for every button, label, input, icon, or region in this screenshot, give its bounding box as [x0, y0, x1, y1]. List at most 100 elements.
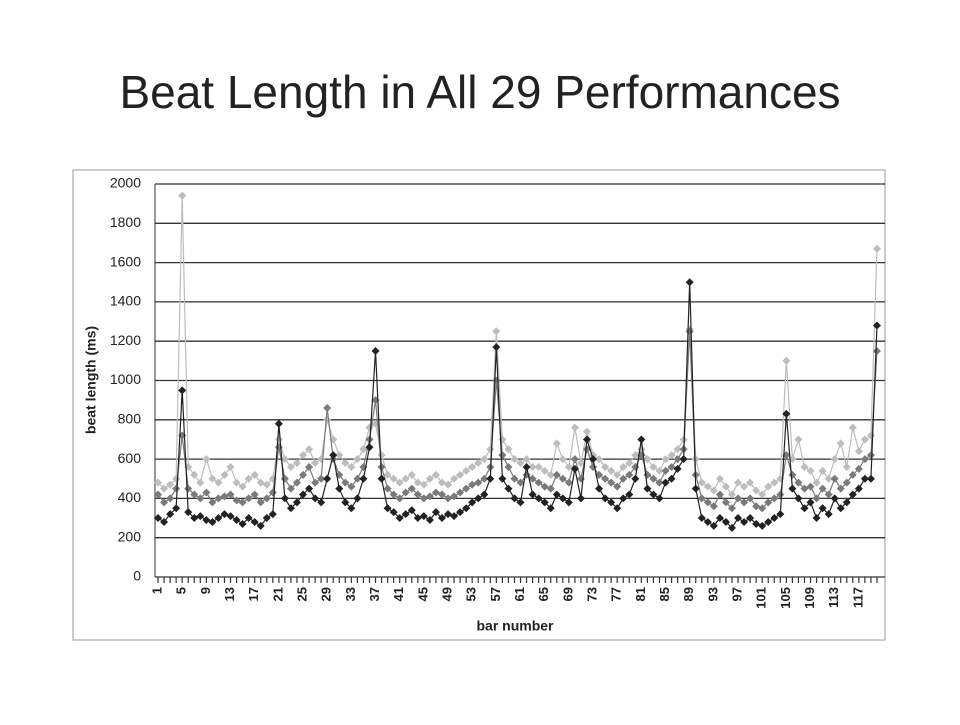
point [546, 504, 555, 513]
point [419, 480, 428, 489]
x-tick-label: 13 [222, 587, 237, 601]
point [256, 521, 265, 530]
point [444, 494, 453, 503]
point [860, 435, 869, 444]
point [649, 490, 658, 499]
point [589, 455, 598, 464]
point [613, 482, 622, 491]
y-tick-label: 1000 [110, 371, 141, 387]
point [510, 494, 519, 503]
point [274, 419, 283, 428]
point [746, 514, 755, 523]
point [160, 484, 169, 493]
point [570, 423, 579, 432]
point [353, 455, 362, 464]
point [196, 494, 205, 503]
point [305, 445, 314, 454]
point [317, 498, 326, 507]
point [637, 435, 646, 444]
point [450, 474, 459, 483]
point [836, 484, 845, 493]
point [734, 514, 743, 523]
x-tick-label: 49 [439, 587, 454, 601]
point [727, 490, 736, 499]
point [444, 480, 453, 489]
point [220, 470, 229, 479]
point [389, 508, 398, 517]
point [311, 459, 320, 468]
point [286, 504, 295, 513]
point [667, 451, 676, 460]
point [788, 470, 797, 479]
point [673, 464, 682, 473]
point [504, 445, 513, 454]
point [347, 462, 356, 471]
point [311, 494, 320, 503]
point [848, 490, 857, 499]
point [818, 504, 827, 513]
point [413, 478, 422, 487]
point [558, 494, 567, 503]
point [842, 498, 851, 507]
point [268, 510, 277, 519]
point [504, 484, 513, 493]
point [317, 474, 326, 483]
point [407, 484, 416, 493]
point [160, 517, 169, 526]
point [872, 244, 881, 253]
y-tick-label: 600 [118, 450, 142, 466]
point [510, 455, 519, 464]
point [576, 459, 585, 468]
x-tick-label: 45 [415, 587, 430, 601]
point [631, 474, 640, 483]
point [474, 494, 483, 503]
x-tick-label: 33 [343, 587, 358, 601]
point [190, 470, 199, 479]
point [824, 474, 833, 483]
point [154, 490, 163, 499]
point [226, 512, 235, 521]
point [468, 480, 477, 489]
point [280, 455, 289, 464]
point [220, 492, 229, 501]
point [806, 466, 815, 475]
point [812, 478, 821, 487]
point [474, 459, 483, 468]
point [437, 478, 446, 487]
point [166, 510, 175, 519]
point [353, 474, 362, 483]
point [558, 474, 567, 483]
point [824, 510, 833, 519]
point [812, 494, 821, 503]
point [431, 470, 440, 479]
point [818, 466, 827, 475]
point [727, 523, 736, 532]
point [250, 517, 259, 526]
x-tick-label: 89 [681, 587, 696, 601]
point [178, 386, 187, 395]
point [196, 478, 205, 487]
point [607, 498, 616, 507]
point [649, 462, 658, 471]
point [709, 502, 718, 511]
point [727, 504, 736, 513]
point [244, 494, 253, 503]
point [522, 455, 531, 464]
point [625, 490, 634, 499]
point [256, 478, 265, 487]
point [528, 490, 537, 499]
point [709, 521, 718, 530]
point [383, 504, 392, 513]
point [860, 455, 869, 464]
x-tick-label: 37 [367, 587, 382, 601]
point [782, 356, 791, 365]
point [830, 494, 839, 503]
point [395, 514, 404, 523]
point [794, 478, 803, 487]
point [534, 478, 543, 487]
point [178, 191, 187, 200]
x-tick-label: 105 [778, 587, 793, 609]
x-tick-label: 41 [391, 587, 406, 601]
point [582, 427, 591, 436]
